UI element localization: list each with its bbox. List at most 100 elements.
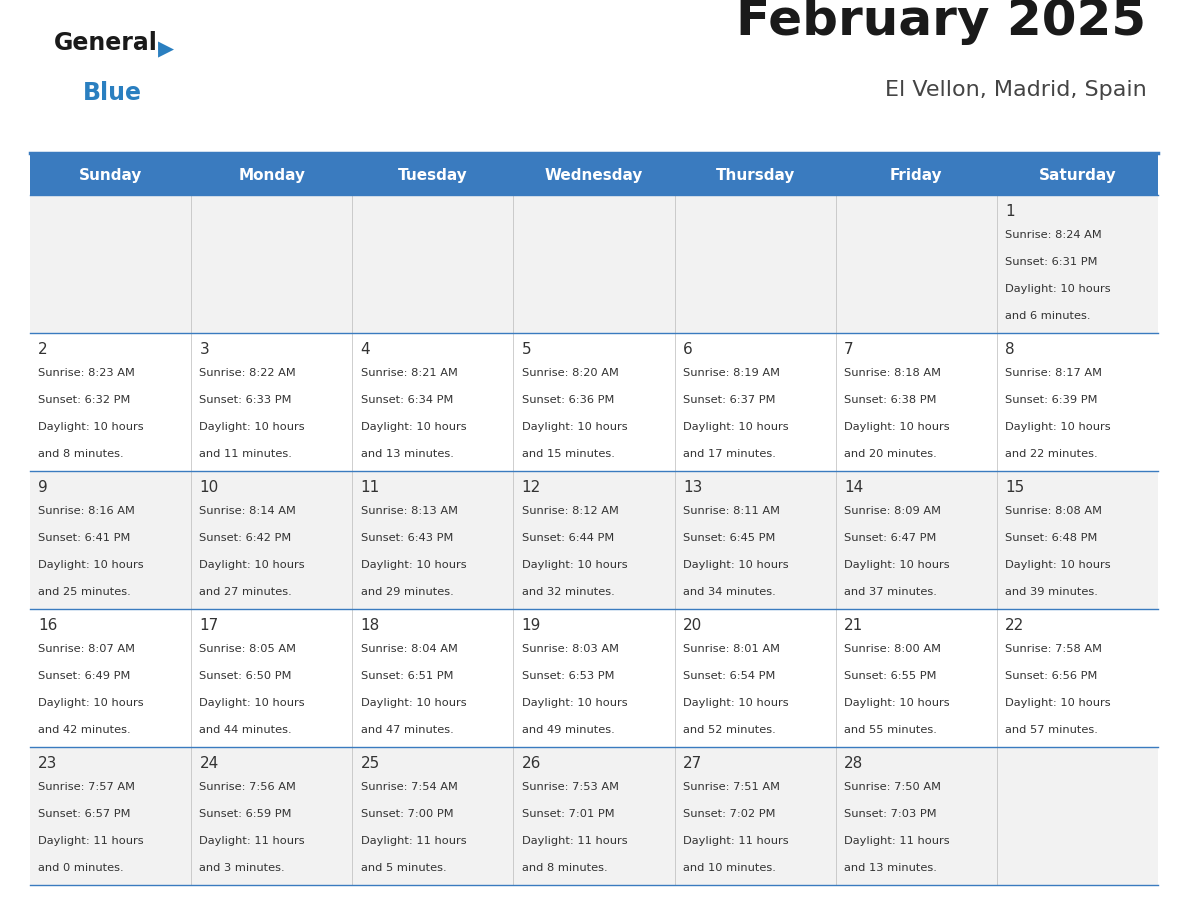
Text: Sunrise: 8:21 AM: Sunrise: 8:21 AM — [361, 368, 457, 378]
Text: Daylight: 10 hours: Daylight: 10 hours — [843, 698, 949, 708]
Text: and 37 minutes.: and 37 minutes. — [843, 587, 937, 597]
Text: Sunrise: 8:13 AM: Sunrise: 8:13 AM — [361, 506, 457, 516]
Text: Sunrise: 7:56 AM: Sunrise: 7:56 AM — [200, 782, 296, 792]
Text: 15: 15 — [1005, 480, 1024, 495]
Bar — [30, 471, 1158, 609]
Text: Sunset: 6:55 PM: Sunset: 6:55 PM — [843, 671, 936, 681]
Text: Daylight: 11 hours: Daylight: 11 hours — [200, 835, 305, 845]
Text: 17: 17 — [200, 618, 219, 633]
Text: and 11 minutes.: and 11 minutes. — [200, 449, 292, 459]
Text: Sunrise: 7:54 AM: Sunrise: 7:54 AM — [361, 782, 457, 792]
Bar — [30, 747, 1158, 885]
Text: Daylight: 10 hours: Daylight: 10 hours — [200, 698, 305, 708]
Text: and 13 minutes.: and 13 minutes. — [843, 863, 937, 873]
Text: Sunrise: 7:51 AM: Sunrise: 7:51 AM — [683, 782, 779, 792]
Text: Sunset: 6:51 PM: Sunset: 6:51 PM — [361, 671, 453, 681]
Text: Daylight: 10 hours: Daylight: 10 hours — [38, 421, 144, 431]
Text: Daylight: 10 hours: Daylight: 10 hours — [200, 560, 305, 570]
Text: 28: 28 — [843, 756, 864, 771]
Text: 8: 8 — [1005, 342, 1015, 357]
Text: and 42 minutes.: and 42 minutes. — [38, 724, 131, 734]
Text: and 8 minutes.: and 8 minutes. — [522, 863, 607, 873]
Text: Daylight: 10 hours: Daylight: 10 hours — [843, 421, 949, 431]
Text: and 32 minutes.: and 32 minutes. — [522, 587, 614, 597]
Text: 9: 9 — [38, 480, 48, 495]
Text: Sunrise: 8:09 AM: Sunrise: 8:09 AM — [843, 506, 941, 516]
Text: and 55 minutes.: and 55 minutes. — [843, 724, 937, 734]
Text: Sunset: 6:42 PM: Sunset: 6:42 PM — [200, 532, 292, 543]
Text: 14: 14 — [843, 480, 864, 495]
Text: Daylight: 11 hours: Daylight: 11 hours — [683, 835, 789, 845]
Text: Sunset: 6:53 PM: Sunset: 6:53 PM — [522, 671, 614, 681]
Text: Sunset: 6:47 PM: Sunset: 6:47 PM — [843, 532, 936, 543]
Text: Sunrise: 7:58 AM: Sunrise: 7:58 AM — [1005, 644, 1102, 654]
Text: Daylight: 10 hours: Daylight: 10 hours — [200, 421, 305, 431]
Text: Sunset: 6:48 PM: Sunset: 6:48 PM — [1005, 532, 1098, 543]
Text: 6: 6 — [683, 342, 693, 357]
Text: Sunset: 6:50 PM: Sunset: 6:50 PM — [200, 671, 292, 681]
Text: and 49 minutes.: and 49 minutes. — [522, 724, 614, 734]
Text: 18: 18 — [361, 618, 380, 633]
Text: Sunrise: 8:18 AM: Sunrise: 8:18 AM — [843, 368, 941, 378]
Text: and 0 minutes.: and 0 minutes. — [38, 863, 124, 873]
Text: and 39 minutes.: and 39 minutes. — [1005, 587, 1098, 597]
Text: 13: 13 — [683, 480, 702, 495]
Text: Daylight: 10 hours: Daylight: 10 hours — [843, 560, 949, 570]
Text: and 22 minutes.: and 22 minutes. — [1005, 449, 1098, 459]
Text: Sunset: 6:31 PM: Sunset: 6:31 PM — [1005, 257, 1098, 267]
Text: Sunset: 6:54 PM: Sunset: 6:54 PM — [683, 671, 776, 681]
Text: Daylight: 10 hours: Daylight: 10 hours — [361, 421, 466, 431]
Bar — [30, 333, 1158, 471]
Text: Daylight: 10 hours: Daylight: 10 hours — [522, 698, 627, 708]
Text: Sunrise: 7:50 AM: Sunrise: 7:50 AM — [843, 782, 941, 792]
Text: 16: 16 — [38, 618, 58, 633]
Text: Daylight: 10 hours: Daylight: 10 hours — [361, 698, 466, 708]
Text: Sunset: 6:45 PM: Sunset: 6:45 PM — [683, 532, 776, 543]
Text: 4: 4 — [361, 342, 371, 357]
Text: Sunrise: 8:00 AM: Sunrise: 8:00 AM — [843, 644, 941, 654]
Text: Daylight: 10 hours: Daylight: 10 hours — [1005, 698, 1111, 708]
Text: Sunrise: 7:53 AM: Sunrise: 7:53 AM — [522, 782, 619, 792]
Text: Sunset: 7:02 PM: Sunset: 7:02 PM — [683, 809, 776, 819]
Text: and 25 minutes.: and 25 minutes. — [38, 587, 131, 597]
Text: Daylight: 11 hours: Daylight: 11 hours — [361, 835, 466, 845]
Text: 24: 24 — [200, 756, 219, 771]
Text: Sunrise: 8:04 AM: Sunrise: 8:04 AM — [361, 644, 457, 654]
Text: and 44 minutes.: and 44 minutes. — [200, 724, 292, 734]
Text: Sunrise: 8:08 AM: Sunrise: 8:08 AM — [1005, 506, 1102, 516]
Text: and 57 minutes.: and 57 minutes. — [1005, 724, 1098, 734]
Text: Sunrise: 8:14 AM: Sunrise: 8:14 AM — [200, 506, 296, 516]
Text: Monday: Monday — [239, 167, 305, 183]
Text: 20: 20 — [683, 618, 702, 633]
Text: and 13 minutes.: and 13 minutes. — [361, 449, 454, 459]
Text: Daylight: 11 hours: Daylight: 11 hours — [38, 835, 144, 845]
Text: Sunrise: 8:11 AM: Sunrise: 8:11 AM — [683, 506, 779, 516]
Text: Daylight: 10 hours: Daylight: 10 hours — [522, 560, 627, 570]
Text: 21: 21 — [843, 618, 864, 633]
Bar — [30, 609, 1158, 747]
Text: and 8 minutes.: and 8 minutes. — [38, 449, 124, 459]
Text: Sunset: 6:39 PM: Sunset: 6:39 PM — [1005, 395, 1098, 405]
Text: Daylight: 10 hours: Daylight: 10 hours — [1005, 284, 1111, 294]
Text: Sunrise: 8:22 AM: Sunrise: 8:22 AM — [200, 368, 296, 378]
Text: Sunrise: 8:03 AM: Sunrise: 8:03 AM — [522, 644, 619, 654]
Text: Daylight: 10 hours: Daylight: 10 hours — [1005, 421, 1111, 431]
Text: 26: 26 — [522, 756, 541, 771]
Text: 5: 5 — [522, 342, 531, 357]
Text: Sunrise: 7:57 AM: Sunrise: 7:57 AM — [38, 782, 135, 792]
Text: Sunrise: 8:24 AM: Sunrise: 8:24 AM — [1005, 230, 1102, 240]
Text: and 17 minutes.: and 17 minutes. — [683, 449, 776, 459]
Text: 10: 10 — [200, 480, 219, 495]
Text: Sunset: 7:00 PM: Sunset: 7:00 PM — [361, 809, 454, 819]
Text: Daylight: 10 hours: Daylight: 10 hours — [683, 421, 789, 431]
Text: Sunset: 7:03 PM: Sunset: 7:03 PM — [843, 809, 936, 819]
Text: 27: 27 — [683, 756, 702, 771]
Text: Sunset: 6:38 PM: Sunset: 6:38 PM — [843, 395, 936, 405]
Text: Sunset: 6:41 PM: Sunset: 6:41 PM — [38, 532, 131, 543]
Text: Daylight: 10 hours: Daylight: 10 hours — [1005, 560, 1111, 570]
Text: and 20 minutes.: and 20 minutes. — [843, 449, 937, 459]
Text: 2: 2 — [38, 342, 48, 357]
Text: Daylight: 11 hours: Daylight: 11 hours — [522, 835, 627, 845]
Text: 22: 22 — [1005, 618, 1024, 633]
Text: Sunset: 6:44 PM: Sunset: 6:44 PM — [522, 532, 614, 543]
